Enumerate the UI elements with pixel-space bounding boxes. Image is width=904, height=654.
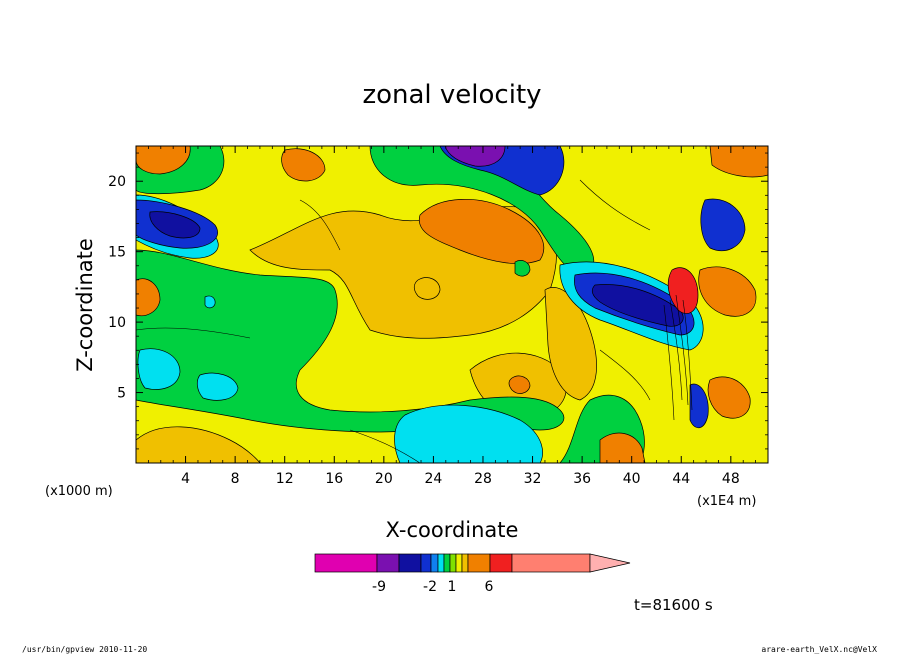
region-lightorange-bottom [136,426,261,463]
colorbar-segment [467,553,491,573]
colorbar-label: 1 [448,579,457,595]
x-tick-label: 28 [474,471,492,487]
region-navy-right [591,284,684,327]
colorbar-label: 6 [485,579,494,595]
region-green-top [369,146,595,273]
region-orange-small-1 [508,375,531,394]
footer-right: arare-earth_VelX.nc@VelX [761,645,877,654]
y-tick-labels: 5 10 15 20 [108,174,126,401]
region-orange-left [136,278,161,317]
colorbar-segment [376,553,400,573]
region-red-farright [667,267,699,314]
y-axis-label: Z-coordinate [73,238,97,372]
region-green-small-1 [514,260,531,277]
region-blue-lowerright [689,383,709,428]
colorbar-segment [461,553,469,573]
region-orange-center-top [418,198,545,264]
contour-lines [136,179,651,463]
colorbar-segment [489,553,513,573]
colorbar-segment [398,553,422,573]
x-tick-label: 8 [231,471,240,487]
region-orange-top [281,148,326,182]
colorbar-extend-arrow [589,553,631,573]
region-blue-farright [700,198,746,252]
region-orange-farright [698,266,757,317]
x-tick-label: 36 [573,471,591,487]
region-cyan-lower [137,348,181,390]
y-tick-label: 5 [117,386,126,402]
region-lightorange-small-1 [413,277,441,300]
region-cyan-mid [196,372,239,401]
x-tick-label: 12 [276,471,294,487]
y-tick-label: 20 [108,174,126,190]
region-purple-top [444,146,506,167]
heatmap-field [136,146,768,463]
colorbar [314,553,631,573]
region-navy-left [149,211,201,239]
axis-ticks [136,146,768,463]
x-tick-label: 16 [325,471,343,487]
y-tick-label: 10 [108,315,126,331]
colorbar-label: -9 [372,579,386,595]
region-orange-topleft [136,146,191,175]
region-cyan-bottom [394,404,543,463]
time-label: t=81600 s [634,596,713,614]
x-unit-label: (x1000 m) [45,484,113,499]
x-tick-label: 24 [424,471,442,487]
colorbar-segment [430,553,439,573]
colorbar-segment [437,553,445,573]
colorbar-label: -2 [423,579,437,595]
region-green-left [136,249,565,433]
x-tick-label: 40 [623,471,641,487]
x-tick-label: 44 [672,471,690,487]
plot-frame [135,145,769,464]
footer-left: /usr/bin/gpview 2010-11-20 [22,645,147,654]
colorbar-labels: -9 -2 1 6 [372,579,494,595]
x-axis-label: X-coordinate [386,518,519,542]
colorbar-segment [420,553,432,573]
x-tick-labels: 4 8 12 16 20 24 28 32 36 40 44 48 [181,471,740,487]
colorbar-segment [314,553,378,573]
y-unit-label: (x1E4 m) [697,494,756,509]
x-tick-label: 4 [181,471,190,487]
x-tick-label: 48 [722,471,740,487]
y-tick-label: 15 [108,245,126,261]
x-tick-label: 32 [524,471,542,487]
colorbar-segment [511,553,591,573]
colorbar-segment [443,553,451,573]
region-cyan-small-1 [204,295,216,309]
colorbar-segment [449,553,457,573]
region-yellow-vortex-band [663,294,693,421]
region-orange-lowerright [707,376,751,419]
x-tick-label: 20 [375,471,393,487]
chart-title: zonal velocity [362,80,541,110]
colorbar-segment [455,553,463,573]
